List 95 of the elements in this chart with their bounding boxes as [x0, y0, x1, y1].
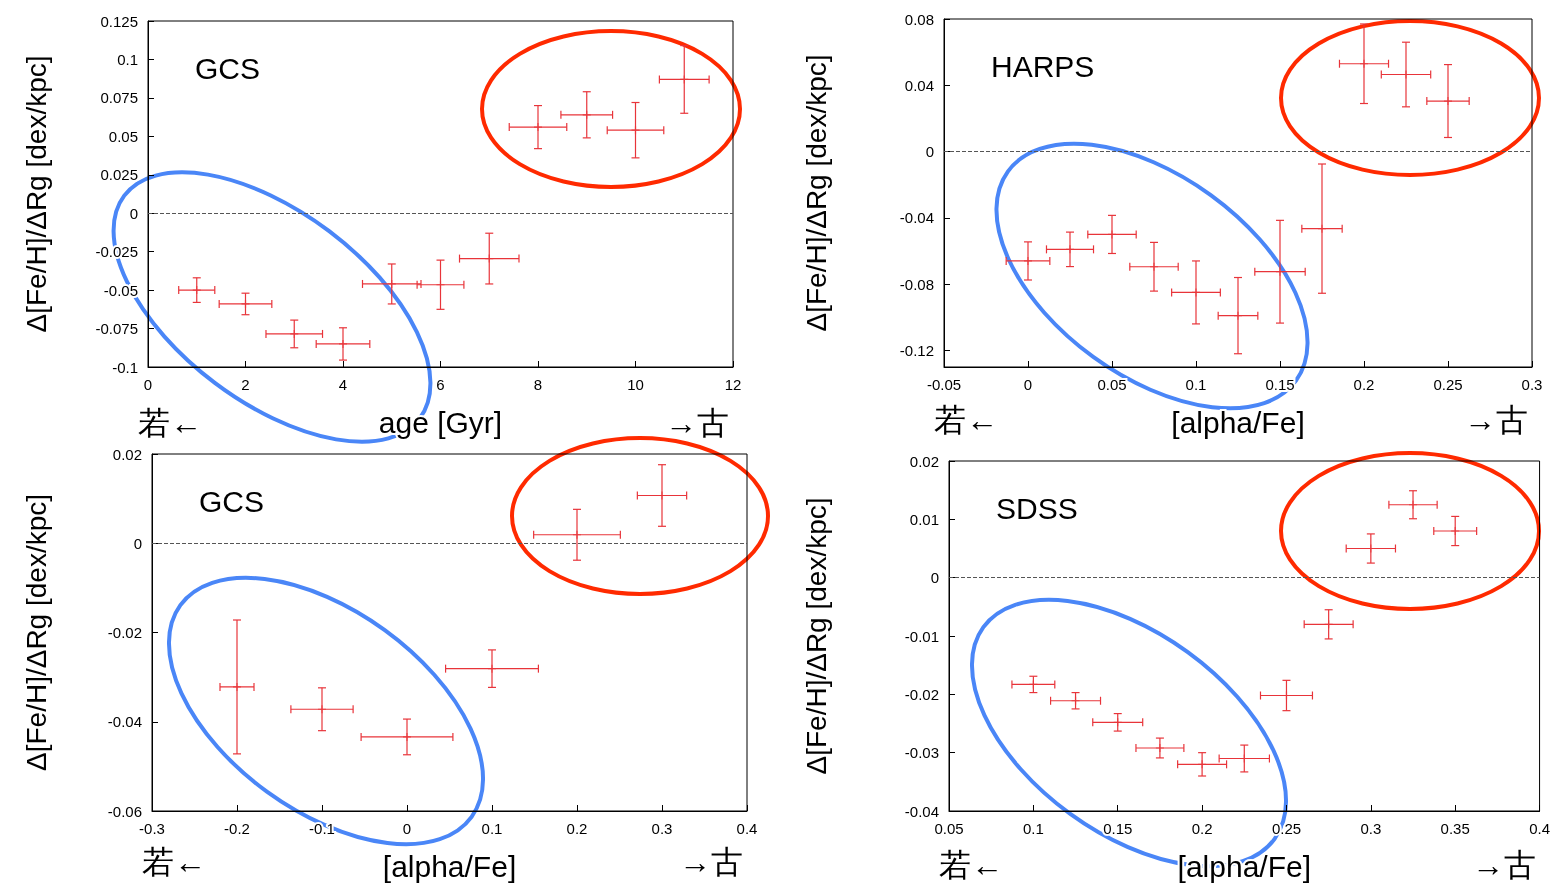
text: →古 [1464, 402, 1528, 438]
annotation: HARPS [991, 49, 1095, 83]
x-tick-label: 2 [241, 376, 250, 393]
y-tick-label: 0.025 [100, 166, 138, 184]
x-tick-label: 0.25 [1433, 376, 1463, 393]
point [387, 279, 396, 288]
point [488, 664, 496, 673]
text: →古 [679, 844, 743, 880]
text: 若← [939, 847, 1003, 883]
annotation: GCS [199, 484, 265, 518]
x-tick-label: 0.3 [651, 820, 673, 837]
x-tick-label: 0.1 [481, 820, 503, 837]
text: 若← [138, 405, 202, 441]
x-axis-title: [alpha/Fe] [382, 849, 517, 883]
x-tick-label: 0.2 [1353, 376, 1375, 393]
annotation: SDSS [996, 491, 1078, 525]
point [318, 705, 326, 714]
y-tick-label: 0.08 [904, 10, 934, 28]
x-tick-label: 0.1 [1185, 376, 1207, 393]
y-tick-label: 0.05 [108, 127, 138, 145]
x-tick-label: 12 [724, 376, 742, 393]
point [403, 732, 411, 741]
point [233, 682, 241, 691]
text: 若← [142, 844, 206, 880]
y-tick-label: 0.04 [904, 76, 934, 94]
point [1276, 267, 1284, 276]
y-tick-label: 0.02 [112, 445, 142, 463]
point [1155, 744, 1164, 752]
x-tick-label: 0.2 [566, 820, 588, 837]
y-tick-label: -0.1 [112, 358, 138, 376]
point [241, 299, 250, 308]
x-tick-label: -0.3 [139, 820, 165, 837]
y-tick-label: -0.03 [904, 744, 939, 762]
point [534, 123, 542, 132]
x-tick-label: 0.2 [1191, 820, 1213, 837]
point [1451, 527, 1460, 535]
point [1360, 59, 1368, 68]
y-tick-label: 0.125 [100, 12, 138, 30]
x-tick-label: 0 [143, 376, 153, 393]
x-axis-title: [alpha/Fe] [1177, 849, 1311, 883]
y-tick-label: -0.12 [899, 341, 934, 359]
point [1066, 245, 1074, 254]
x-tick-label: 0.35 [1440, 820, 1470, 837]
point [1108, 230, 1116, 239]
y-tick-label: -0.08 [899, 275, 934, 293]
x-tick-label: 0.4 [736, 820, 758, 837]
y-tick-label: 0 [925, 143, 934, 161]
y-tick-label: 0.02 [909, 452, 939, 470]
y-axis-title: Δ[Fe/H]/ΔRg [dex/kpc] [800, 54, 832, 332]
y-tick-label: 0 [133, 534, 142, 552]
y-axis-title: Δ[Fe/H]/ΔRg [dex/kpc] [20, 493, 52, 772]
point [290, 329, 299, 338]
x-axis-title: [alpha/Fe] [1171, 405, 1305, 439]
y-axis-title: Δ[Fe/H]/ΔRg [dex/kpc] [20, 55, 52, 333]
x-tick-label: 10 [627, 376, 644, 393]
point [1024, 256, 1032, 265]
y-tick-label: -0.04 [899, 209, 934, 227]
y-tick-label: 0.075 [100, 89, 138, 107]
point [573, 530, 581, 539]
point [1409, 500, 1418, 509]
y-tick-label: 0.01 [909, 510, 939, 528]
x-tick-label: 0.05 [1097, 376, 1127, 393]
point [1234, 311, 1242, 320]
text: 若← [934, 402, 998, 438]
y-tick-label: -0.02 [904, 685, 939, 703]
x-tick-label: -0.2 [224, 820, 250, 837]
x-tick-label: 8 [533, 376, 543, 393]
x-tick-label: 0.15 [1103, 820, 1133, 837]
point [1444, 97, 1452, 106]
x-tick-label: 0.1 [1022, 820, 1044, 837]
x-tick-label: 0 [402, 820, 412, 837]
annotation: GCS [195, 51, 261, 85]
x-tick-label: 0.3 [1521, 376, 1543, 393]
y-axis-title: Δ[Fe/H]/ΔRg [dex/kpc] [800, 497, 832, 775]
y-tick-label: 0 [129, 204, 138, 222]
y-tick-label: -0.02 [107, 624, 142, 641]
x-tick-label: 4 [338, 376, 348, 393]
text: →古 [665, 405, 729, 441]
y-tick-label: 0 [930, 569, 939, 587]
x-tick-label: 0.3 [1360, 820, 1382, 837]
x-tick-label: -0.1 [309, 820, 335, 837]
point [1318, 224, 1326, 233]
y-tick-label: -0.06 [107, 802, 142, 820]
point [1192, 288, 1200, 297]
x-tick-label: 0.4 [1529, 820, 1550, 837]
point [339, 339, 347, 348]
x-tick-label: 0 [1023, 376, 1033, 393]
point [1150, 262, 1158, 271]
y-tick-label: -0.04 [107, 713, 142, 731]
y-tick-label: -0.04 [904, 802, 939, 820]
y-tick-label: -0.075 [95, 320, 138, 338]
y-tick-label: -0.01 [904, 627, 939, 645]
x-tick-label: 6 [436, 376, 445, 393]
y-tick-label: 0.1 [117, 50, 138, 68]
text: →古 [1472, 847, 1536, 883]
